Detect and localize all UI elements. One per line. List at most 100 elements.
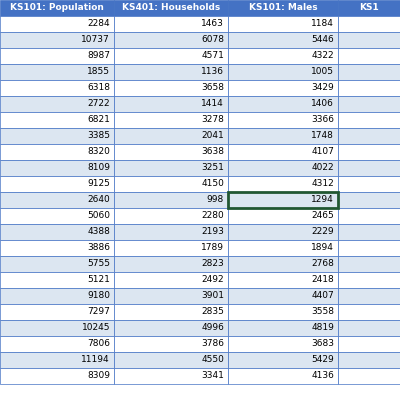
Bar: [114, 0, 228, 16]
Text: 7297: 7297: [87, 308, 110, 316]
Text: 2768: 2768: [311, 260, 334, 268]
Text: 4388: 4388: [87, 228, 110, 236]
Text: 2418: 2418: [311, 276, 334, 284]
Text: 3251: 3251: [201, 164, 224, 172]
Bar: [228, 192, 338, 208]
Bar: [338, 224, 400, 240]
Text: 4571: 4571: [201, 52, 224, 60]
Bar: [114, 48, 228, 64]
Text: 3366: 3366: [311, 116, 334, 124]
Bar: [338, 304, 400, 320]
Text: 3385: 3385: [87, 132, 110, 140]
Text: 1789: 1789: [201, 244, 224, 252]
Text: 998: 998: [207, 196, 224, 204]
Bar: [0, 208, 114, 224]
Bar: [0, 352, 114, 368]
Text: 4407: 4407: [311, 292, 334, 300]
Text: 1463: 1463: [201, 20, 224, 28]
Text: 3341: 3341: [201, 372, 224, 380]
Text: 5121: 5121: [87, 276, 110, 284]
Text: 4550: 4550: [201, 356, 224, 364]
Bar: [0, 224, 114, 240]
Bar: [338, 160, 400, 176]
Bar: [228, 336, 338, 352]
Text: 2640: 2640: [87, 196, 110, 204]
Text: 10245: 10245: [82, 324, 110, 332]
Bar: [0, 48, 114, 64]
Bar: [114, 176, 228, 192]
Bar: [0, 96, 114, 112]
Bar: [338, 240, 400, 256]
Bar: [114, 368, 228, 384]
Bar: [228, 64, 338, 80]
Text: 2280: 2280: [201, 212, 224, 220]
Text: 5446: 5446: [311, 36, 334, 44]
Text: 3683: 3683: [311, 340, 334, 348]
Text: 7806: 7806: [87, 340, 110, 348]
Text: 9180: 9180: [87, 292, 110, 300]
Bar: [228, 32, 338, 48]
Text: 2193: 2193: [201, 228, 224, 236]
Bar: [338, 80, 400, 96]
Bar: [338, 368, 400, 384]
Bar: [114, 128, 228, 144]
Bar: [114, 304, 228, 320]
Bar: [228, 208, 338, 224]
Text: KS1: KS1: [359, 4, 379, 12]
Text: 3558: 3558: [311, 308, 334, 316]
Bar: [0, 176, 114, 192]
Bar: [228, 224, 338, 240]
Bar: [228, 240, 338, 256]
Bar: [228, 256, 338, 272]
Bar: [114, 32, 228, 48]
Bar: [114, 96, 228, 112]
Bar: [228, 16, 338, 32]
Text: 2229: 2229: [311, 228, 334, 236]
Text: 1414: 1414: [201, 100, 224, 108]
Bar: [114, 288, 228, 304]
Bar: [338, 16, 400, 32]
Bar: [114, 224, 228, 240]
Text: 11194: 11194: [81, 356, 110, 364]
Text: 5429: 5429: [311, 356, 334, 364]
Text: 6318: 6318: [87, 84, 110, 92]
Text: 10737: 10737: [81, 36, 110, 44]
Bar: [0, 64, 114, 80]
Text: 3901: 3901: [201, 292, 224, 300]
Bar: [0, 112, 114, 128]
Bar: [0, 240, 114, 256]
Text: 9125: 9125: [87, 180, 110, 188]
Bar: [228, 144, 338, 160]
Bar: [338, 128, 400, 144]
Text: 1406: 1406: [311, 100, 334, 108]
Text: 4322: 4322: [311, 52, 334, 60]
Bar: [0, 288, 114, 304]
Bar: [228, 288, 338, 304]
Text: 3429: 3429: [311, 84, 334, 92]
Bar: [338, 144, 400, 160]
Text: 5060: 5060: [87, 212, 110, 220]
Text: 1748: 1748: [311, 132, 334, 140]
Bar: [114, 320, 228, 336]
Text: 1005: 1005: [311, 68, 334, 76]
Bar: [228, 192, 338, 208]
Bar: [114, 80, 228, 96]
Text: 1136: 1136: [201, 68, 224, 76]
Bar: [338, 208, 400, 224]
Bar: [0, 320, 114, 336]
Bar: [338, 32, 400, 48]
Text: 8320: 8320: [87, 148, 110, 156]
Bar: [0, 368, 114, 384]
Bar: [0, 304, 114, 320]
Bar: [338, 336, 400, 352]
Text: 5755: 5755: [87, 260, 110, 268]
Bar: [114, 208, 228, 224]
Text: 4996: 4996: [201, 324, 224, 332]
Text: 3278: 3278: [201, 116, 224, 124]
Text: 1294: 1294: [311, 196, 334, 204]
Text: 4312: 4312: [311, 180, 334, 188]
Text: 1184: 1184: [311, 20, 334, 28]
Bar: [338, 192, 400, 208]
Text: 1894: 1894: [311, 244, 334, 252]
Bar: [228, 176, 338, 192]
